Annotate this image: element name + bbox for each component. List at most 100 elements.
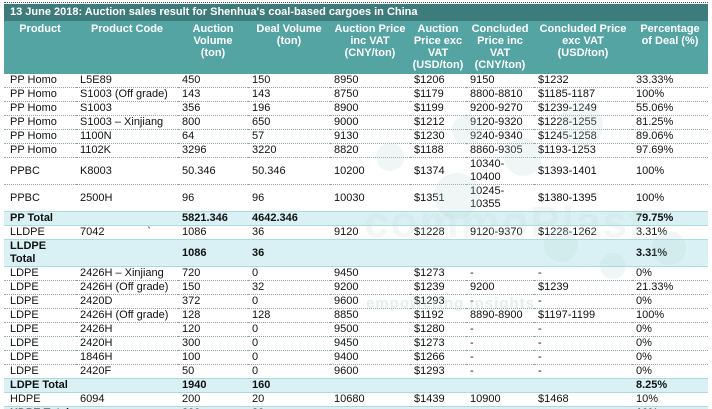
table-cell: 150	[248, 74, 330, 88]
table-cell: 2500H	[76, 184, 178, 212]
column-header: Auction Price inc VAT (CNY/ton)	[330, 21, 410, 74]
table-cell: 10680	[330, 392, 410, 407]
table-row: PP Homo S1003 (Off grade) 143 143 8750 $1179 8…	[4, 87, 708, 102]
table-cell: PP Total	[4, 211, 76, 226]
table-cell: $1273	[410, 336, 466, 351]
table-cell: 6094	[76, 392, 178, 407]
table-cell: -	[466, 322, 534, 337]
table-cell: $1351	[410, 184, 466, 212]
table-row: LDPE 2426H (Off grade) 128 128 8850 $1192 8890…	[4, 308, 708, 323]
table-cell: LLDPE	[4, 225, 76, 240]
table-cell: 143	[248, 87, 330, 102]
table-cell: 8750	[330, 87, 410, 102]
table-cell: 0%	[632, 364, 708, 379]
table-cell	[330, 239, 410, 267]
table-cell: 89.06%	[632, 129, 708, 144]
table-row: LDPE 2426H – Xinjiang 720 0 9450 $1273- -0%	[4, 266, 708, 281]
table-cell: LDPE	[4, 308, 76, 323]
table-cell: 96	[248, 184, 330, 212]
table-row: PP Homo S1003 356 196 8900 $1199 9200-9270 $123…	[4, 101, 708, 116]
table-cell	[330, 211, 410, 226]
table-cell: PP Homo	[4, 115, 76, 130]
table-cell: 97.69%	[632, 143, 708, 158]
table-cell: 0%	[632, 294, 708, 309]
table-cell: 32	[248, 280, 330, 295]
table-cell: 7042 `	[76, 225, 178, 240]
table-cell	[76, 406, 178, 409]
table-cell: 8950	[330, 74, 410, 88]
table-cell: LDPE	[4, 322, 76, 337]
table-cell: $1192	[410, 308, 466, 323]
table-cell: 9000	[330, 115, 410, 130]
table-cell	[410, 406, 466, 409]
table-cell: $1212	[410, 115, 466, 130]
total-row: PP Total 5821.346 4642.346 79.75%	[4, 211, 708, 226]
table-cell: 2420H	[76, 336, 178, 351]
table-cell: 128	[178, 308, 248, 323]
table-cell: $1197-1199	[534, 308, 632, 323]
table-cell: 3.31%	[632, 225, 708, 240]
table-cell: 9450	[330, 336, 410, 351]
table-cell: 100%	[632, 87, 708, 102]
table-row: LDPE 2426H 120 0 9500 $1280- -0%	[4, 322, 708, 337]
table-cell: 10%	[632, 392, 708, 407]
table-cell: 9200-9270	[466, 101, 534, 116]
table-row: LLDPE 7042 ` 1086 36 9120 $1228 9120-9370 $1228…	[4, 225, 708, 240]
table-cell: $1228-1255	[534, 115, 632, 130]
table-cell: HDPE Total	[4, 406, 76, 409]
table-row: LDPE 2420F 50 0 9600 $1293- -0%	[4, 364, 708, 379]
table-cell: $1280	[410, 322, 466, 337]
table-cell: 4642.346	[248, 211, 330, 226]
table-cell: 9600	[330, 294, 410, 309]
table-cell: 96	[178, 184, 248, 212]
table-cell: 10900	[466, 392, 534, 407]
auction-results-table: Product Product Code Auction Volume (ton) D…	[4, 21, 708, 409]
table-cell: 100%	[632, 157, 708, 185]
table-cell	[76, 211, 178, 226]
table-row: PP Homo 1102K 3296 3220 8820 $1188 8860-9305 $1…	[4, 143, 708, 158]
table-cell	[76, 378, 178, 393]
table-cell: 8900	[330, 101, 410, 116]
table-cell: 10%	[632, 406, 708, 409]
table-cell: $1239	[534, 280, 632, 295]
table-cell: -	[466, 266, 534, 281]
table-row: LDPE 2420H 300 0 9450 $1273- -0%	[4, 336, 708, 351]
table-cell: -	[534, 294, 632, 309]
table-cell: $1239-1249	[534, 101, 632, 116]
table-cell	[534, 406, 632, 409]
table-cell	[466, 239, 534, 267]
table-cell: $1393-1401	[534, 157, 632, 185]
table-cell: LDPE	[4, 266, 76, 281]
table-cell: 8860-9305	[466, 143, 534, 158]
table-cell: 9200	[466, 280, 534, 295]
table-cell	[410, 211, 466, 226]
table-cell: $1266	[410, 350, 466, 365]
table-cell: $1439	[410, 392, 466, 407]
table-cell: 1102K	[76, 143, 178, 158]
table-cell: $1199	[410, 101, 466, 116]
table-cell: 0	[248, 336, 330, 351]
report-sheet: 13 June 2018: Auction sales result for S…	[4, 2, 708, 409]
table-row: HDPE 6094 200 20 10680 $1439 10900 $1468 10%	[4, 392, 708, 407]
column-header: Auction Price exc VAT (USD/ton)	[410, 21, 466, 74]
table-cell	[330, 378, 410, 393]
table-cell: 2426H (Off grade)	[76, 308, 178, 323]
table-cell: 1940	[178, 378, 248, 393]
table-cell: $1228	[410, 225, 466, 240]
table-cell	[534, 378, 632, 393]
table-cell	[466, 378, 534, 393]
table-cell: 33.33%	[632, 74, 708, 88]
column-header: Product Code	[76, 21, 178, 74]
table-cell	[534, 239, 632, 267]
table-cell: $1230	[410, 129, 466, 144]
table-cell: -	[534, 364, 632, 379]
table-cell: 2426H	[76, 322, 178, 337]
table-cell: 9450	[330, 266, 410, 281]
table-header: Product Product Code Auction Volume (ton) D…	[4, 21, 708, 74]
table-cell: 8820	[330, 143, 410, 158]
table-cell: 300	[178, 336, 248, 351]
table-cell: 8800-8810	[466, 87, 534, 102]
table-cell: $1293	[410, 294, 466, 309]
table-cell: 0%	[632, 336, 708, 351]
table-cell: $1232	[534, 74, 632, 88]
